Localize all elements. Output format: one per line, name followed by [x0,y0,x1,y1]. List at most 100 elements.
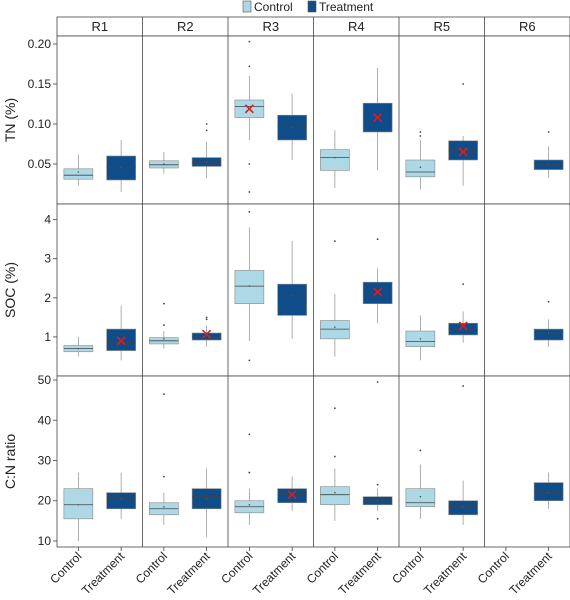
mean-marker [458,147,468,157]
outlier-point [419,131,422,133]
box-r2-control [149,152,179,174]
box-iqr [533,159,564,170]
panel-1: 0.05 0.10 0.15 0.20 TN (%) [2,35,570,205]
mean-marker [116,336,126,346]
y-tick-label: 30 [38,453,52,467]
box-iqr [405,488,436,508]
outlier-point [162,324,165,327]
box-r5-control [405,131,436,190]
outlier-point [205,316,208,319]
panels: 0.05 0.10 0.15 0.20 TN (%) 1 2 3 4 SOC (%) 10 20 30 4… [2,35,570,548]
x-tick-label: Control [133,549,170,586]
box-iqr [320,486,350,506]
box-r2-treatment [191,316,222,347]
y-axis-label: C:N ratio [2,434,18,489]
outlier-point [205,123,208,125]
mean-point [120,166,122,168]
mean-point [163,338,165,340]
box-iqr [63,168,94,180]
mean-point [334,491,336,494]
outlier-point [248,163,251,165]
outlier-point [547,131,550,133]
outlier-point [462,385,465,387]
box-r3-treatment [277,241,307,339]
y-axis-label: SOC (%) [2,262,18,318]
outlier-point [248,433,251,436]
box-r3-treatment [277,476,307,511]
x-tick-label: Treatment [164,549,213,598]
outlier-point [376,381,379,383]
box-r5-control [405,449,436,519]
box-r3-control [234,433,265,525]
box-r6-treatment [533,131,564,178]
x-tick-label: Treatment [250,549,299,598]
box-iqr [277,283,307,316]
box-r6-treatment [533,472,564,509]
outlier-point [462,283,465,286]
mean-point [419,338,422,340]
outlier-point [419,449,422,452]
y-tick-label: 0.05 [28,157,52,171]
mean-point [205,497,208,500]
box-r4-control [320,407,350,521]
box-r6-treatment [533,300,564,347]
outlier-point [248,191,251,193]
x-tick-label: Treatment [335,549,384,598]
panel-3: 10 20 30 40 50 C:N ratio [2,373,570,548]
y-tick-label: 4 [44,213,51,227]
x-tick-label: Control [304,549,341,586]
mean-point [334,156,336,159]
mean-point [77,347,80,350]
box-iqr [533,482,564,502]
outlier-point [376,238,379,241]
box-iqr [533,328,564,341]
box-r2-treatment [191,468,222,537]
legend-label-treatment: Treatment [319,0,374,14]
panel-2: 1 2 3 4 SOC (%) [2,203,570,377]
y-tick-label: 1 [44,330,51,344]
outlier-point [248,210,251,213]
mean-point [291,126,293,128]
strip-label-r3: R3 [262,19,279,34]
box-r2-treatment [191,123,222,179]
strip-label-r6: R6 [519,19,536,34]
box-r4-treatment [362,381,393,520]
box-r5-treatment [448,283,478,343]
mean-point [547,163,550,165]
mean-point [376,499,379,502]
y-tick-label: 40 [38,413,52,427]
x-tick-label: Control [218,549,255,586]
y-axis-label: TN (%) [2,98,18,142]
box-r1-treatment [106,472,136,519]
outlier-point [333,240,336,243]
box-r4-treatment [362,68,393,171]
mean-point [205,160,208,163]
mean-marker [373,287,383,297]
mean-point [77,503,80,506]
x-tick-label: Control [475,549,512,586]
strip-label-r2: R2 [177,19,194,34]
mean-marker [202,329,212,339]
mean-point [248,285,251,287]
y-tick-label: 0.10 [28,117,52,131]
outlier-point [248,40,251,43]
outlier-point [333,455,336,458]
legend-label-control: Control [254,0,293,14]
x-tick-label: Treatment [79,549,128,598]
mean-point [77,171,80,173]
mean-marker [458,321,468,331]
mean-point [163,163,165,165]
box-r4-treatment [362,238,393,324]
box-iqr [63,488,94,520]
strip-label-r5: R5 [433,19,450,34]
box-iqr [448,500,478,516]
box-r5-treatment [448,385,478,525]
outlier-point [376,517,379,520]
site-strips: R1 R2 R3 R4 R5 R6 [56,16,570,37]
box-r5-control [405,315,436,361]
mean-point [334,326,336,328]
y-tick-label: 2 [44,291,51,305]
box-r1-control [63,154,94,186]
